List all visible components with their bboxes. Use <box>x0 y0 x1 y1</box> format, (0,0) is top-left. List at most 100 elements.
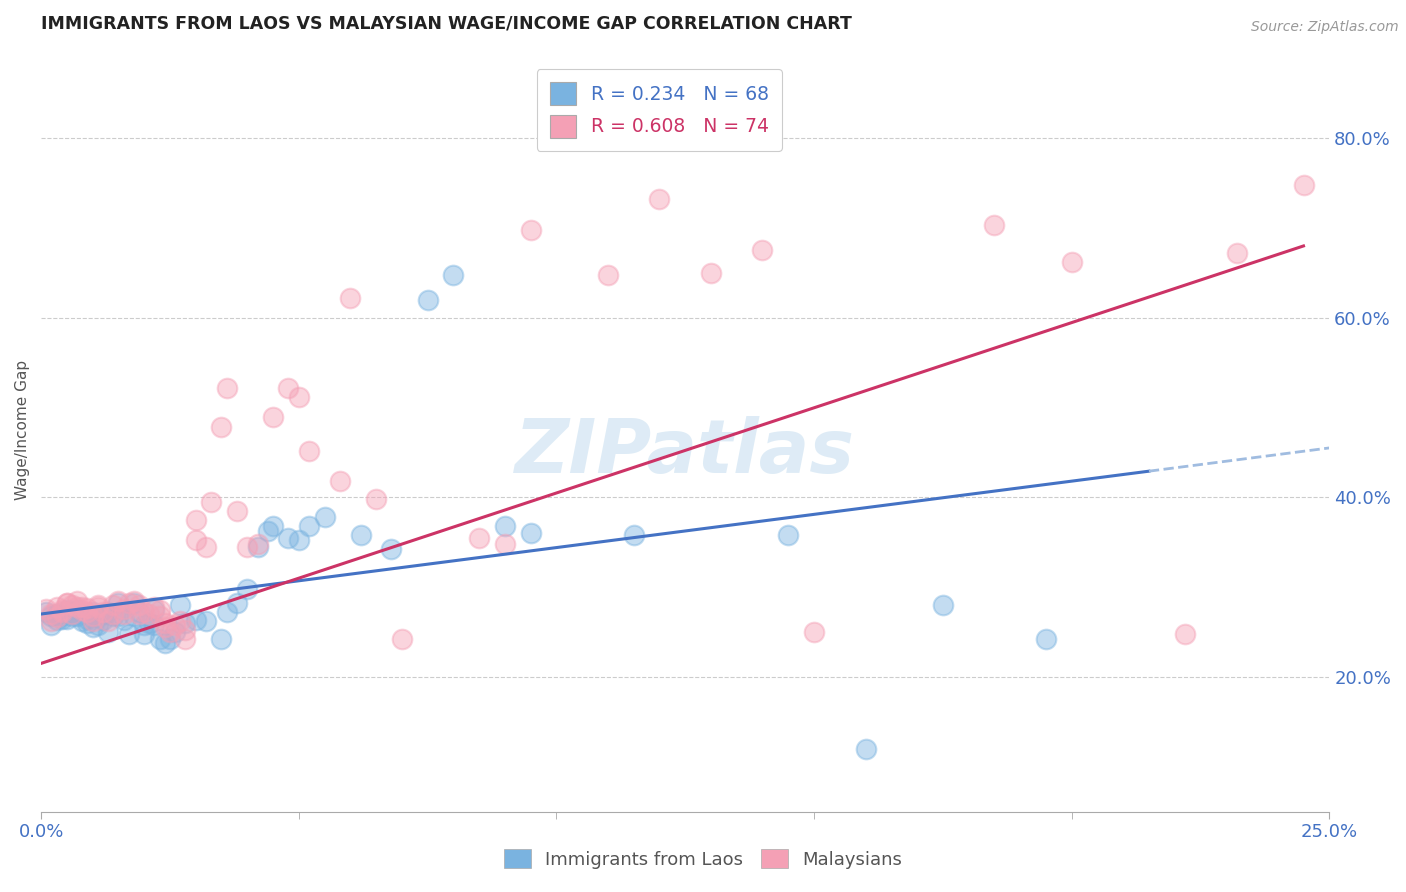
Y-axis label: Wage/Income Gap: Wage/Income Gap <box>15 359 30 500</box>
Point <box>215 605 238 619</box>
Point <box>159 632 181 647</box>
Point <box>107 596 129 610</box>
Point <box>45 613 67 627</box>
Point <box>1035 632 1057 647</box>
Point <box>103 598 125 612</box>
Point <box>364 492 387 507</box>
Point <box>298 519 321 533</box>
Point <box>122 608 145 623</box>
Point <box>51 608 73 623</box>
Point <box>118 596 141 610</box>
Point <box>149 608 172 623</box>
Point <box>349 528 371 542</box>
Point <box>35 601 58 615</box>
Point <box>983 219 1005 233</box>
Point <box>246 537 269 551</box>
Point <box>66 602 89 616</box>
Point <box>391 632 413 647</box>
Point <box>153 615 176 630</box>
Point <box>41 614 63 628</box>
Point <box>45 609 67 624</box>
Point <box>87 609 110 624</box>
Point <box>97 624 120 639</box>
Point <box>416 293 439 307</box>
Point <box>803 624 825 639</box>
Point <box>112 601 135 615</box>
Point <box>277 381 299 395</box>
Point <box>1292 178 1315 192</box>
Point <box>118 626 141 640</box>
Point <box>165 624 187 639</box>
Point <box>82 605 104 619</box>
Point <box>165 617 187 632</box>
Point <box>128 605 150 619</box>
Point <box>56 611 79 625</box>
Point <box>215 381 238 395</box>
Point <box>236 540 259 554</box>
Point <box>225 596 247 610</box>
Point <box>51 605 73 619</box>
Point <box>66 599 89 614</box>
Point <box>41 617 63 632</box>
Point <box>97 605 120 619</box>
Point <box>143 599 166 614</box>
Point <box>97 614 120 628</box>
Text: ZIPatlas: ZIPatlas <box>515 417 855 490</box>
Point <box>751 244 773 258</box>
Point <box>103 607 125 621</box>
Point <box>648 192 671 206</box>
Point <box>60 608 83 623</box>
Point <box>41 607 63 621</box>
Point <box>87 598 110 612</box>
Point <box>103 608 125 623</box>
Point <box>56 602 79 616</box>
Legend: R = 0.234   N = 68, R = 0.608   N = 74: R = 0.234 N = 68, R = 0.608 N = 74 <box>537 70 782 151</box>
Point <box>91 605 114 619</box>
Point <box>51 603 73 617</box>
Point <box>339 291 361 305</box>
Point <box>211 420 233 434</box>
Point <box>184 513 207 527</box>
Point <box>174 623 197 637</box>
Point <box>82 608 104 623</box>
Point <box>153 636 176 650</box>
Point <box>60 607 83 621</box>
Point <box>134 617 156 632</box>
Point <box>72 607 94 621</box>
Point <box>76 600 98 615</box>
Point <box>225 504 247 518</box>
Point <box>122 593 145 607</box>
Point <box>298 443 321 458</box>
Point <box>107 608 129 623</box>
Point <box>143 617 166 632</box>
Point <box>1060 255 1083 269</box>
Point <box>174 615 197 630</box>
Point <box>60 598 83 612</box>
Point <box>107 594 129 608</box>
Point <box>72 603 94 617</box>
Point <box>128 607 150 621</box>
Point <box>1225 246 1247 260</box>
Point <box>169 614 191 628</box>
Text: Source: ZipAtlas.com: Source: ZipAtlas.com <box>1251 20 1399 34</box>
Point <box>494 519 516 533</box>
Point <box>184 533 207 548</box>
Point <box>41 608 63 623</box>
Point <box>195 614 218 628</box>
Point <box>195 540 218 554</box>
Point <box>169 598 191 612</box>
Point <box>56 596 79 610</box>
Point <box>200 495 222 509</box>
Point <box>596 268 619 282</box>
Point <box>932 598 955 612</box>
Point <box>262 519 284 533</box>
Point <box>76 612 98 626</box>
Point <box>87 617 110 632</box>
Point <box>76 605 98 619</box>
Point <box>256 524 278 539</box>
Point <box>138 615 160 630</box>
Point <box>1174 626 1197 640</box>
Point <box>76 615 98 630</box>
Point <box>287 533 309 548</box>
Point <box>314 510 336 524</box>
